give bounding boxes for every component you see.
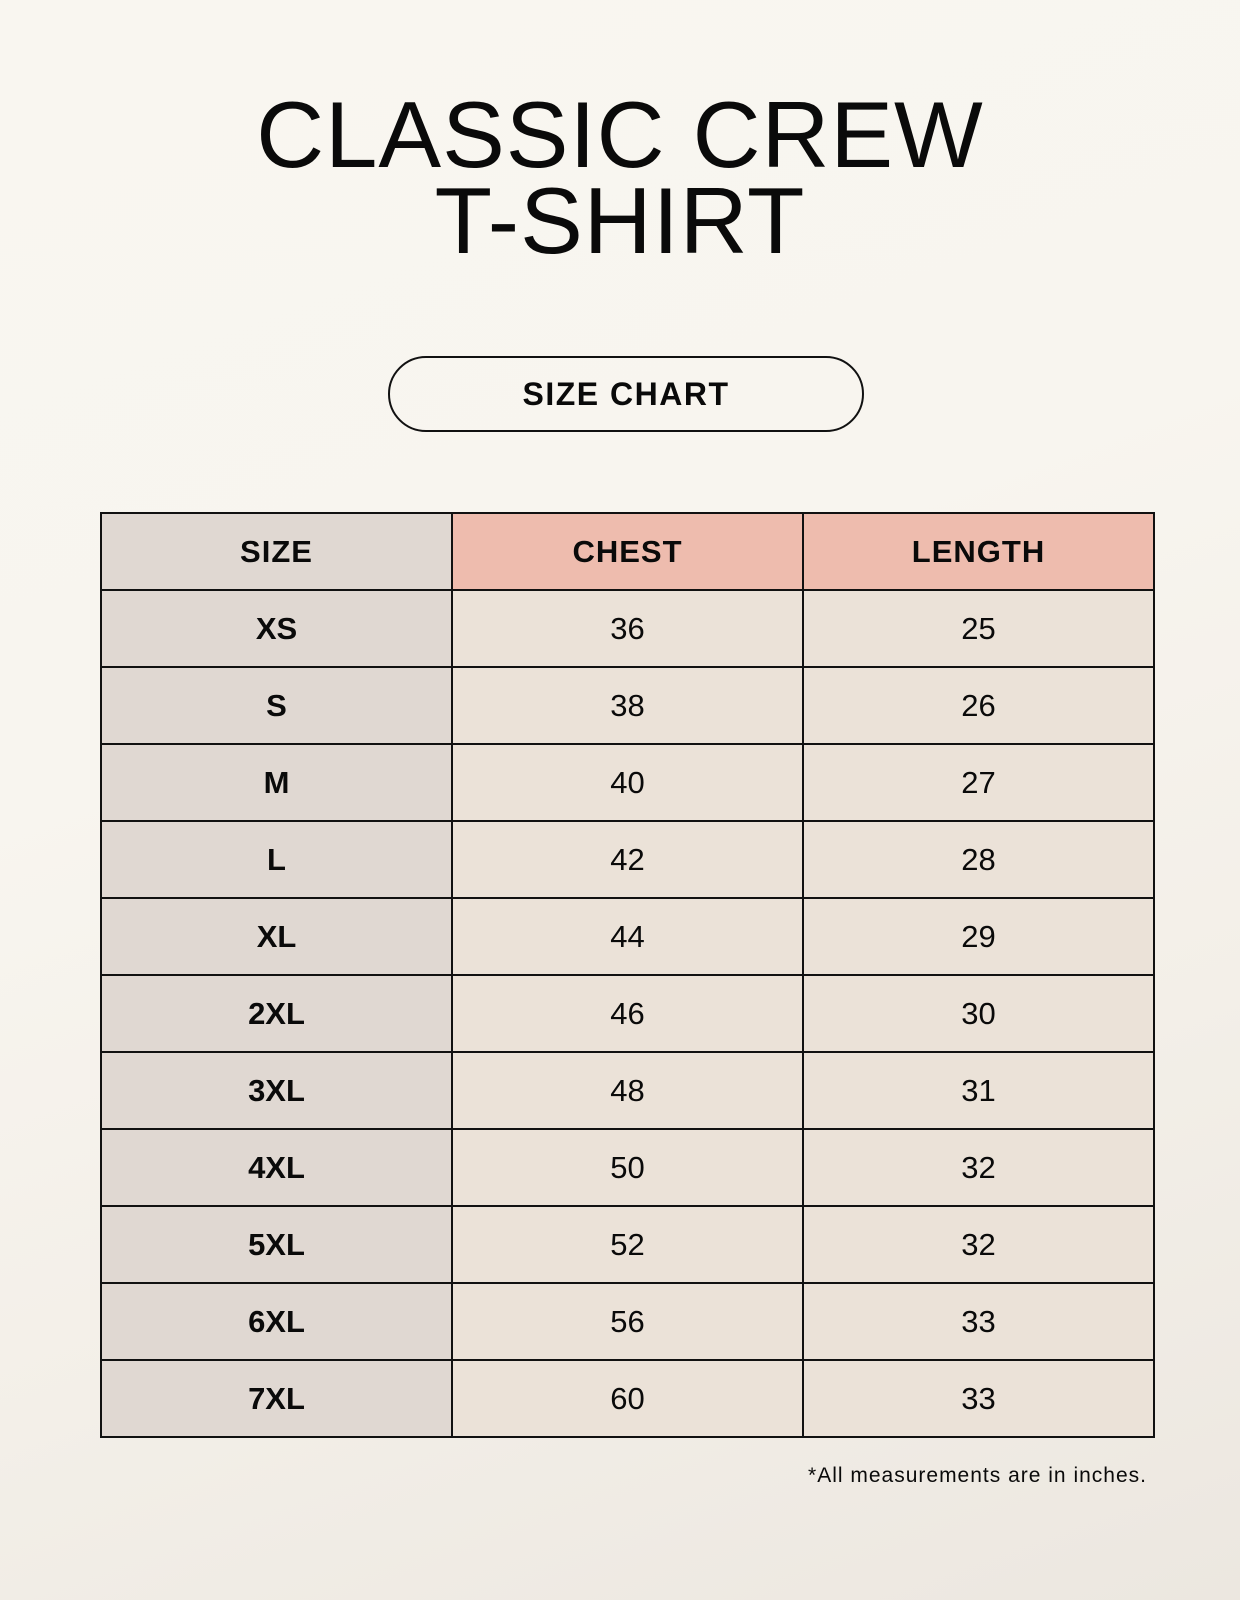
header-chest: CHEST xyxy=(451,512,804,591)
table-row: L 42 28 xyxy=(100,820,1155,899)
cell-length: 32 xyxy=(802,1205,1155,1284)
cell-length: 31 xyxy=(802,1051,1155,1130)
cell-chest: 48 xyxy=(451,1051,804,1130)
cell-chest: 44 xyxy=(451,897,804,976)
table-row: 6XL 56 33 xyxy=(100,1282,1155,1361)
cell-length: 27 xyxy=(802,743,1155,822)
cell-size: XL xyxy=(100,897,453,976)
cell-length: 32 xyxy=(802,1128,1155,1207)
cell-chest: 60 xyxy=(451,1359,804,1438)
cell-size: 7XL xyxy=(100,1359,453,1438)
cell-length: 28 xyxy=(802,820,1155,899)
table-row: S 38 26 xyxy=(100,666,1155,745)
cell-size: 2XL xyxy=(100,974,453,1053)
page-title: CLASSIC CREW T-SHIRT xyxy=(0,82,1240,273)
cell-chest: 46 xyxy=(451,974,804,1053)
cell-length: 26 xyxy=(802,666,1155,745)
cell-chest: 36 xyxy=(451,589,804,668)
cell-size: 5XL xyxy=(100,1205,453,1284)
header-length: LENGTH xyxy=(802,512,1155,591)
cell-chest: 50 xyxy=(451,1128,804,1207)
table-row: XS 36 25 xyxy=(100,589,1155,668)
cell-chest: 52 xyxy=(451,1205,804,1284)
cell-length: 29 xyxy=(802,897,1155,976)
table-row: 2XL 46 30 xyxy=(100,974,1155,1053)
cell-length: 33 xyxy=(802,1282,1155,1361)
header-size: SIZE xyxy=(100,512,453,591)
size-table: SIZE CHEST LENGTH XS 36 25 S 38 26 M 40 27 L 42 28 X… xyxy=(100,512,1155,1438)
table-row: XL 44 29 xyxy=(100,897,1155,976)
table-row: 4XL 50 32 xyxy=(100,1128,1155,1207)
title-line-1: CLASSIC CREW xyxy=(256,82,984,187)
cell-length: 30 xyxy=(802,974,1155,1053)
cell-chest: 40 xyxy=(451,743,804,822)
cell-size: 4XL xyxy=(100,1128,453,1207)
cell-chest: 56 xyxy=(451,1282,804,1361)
footnote: *All measurements are in inches. xyxy=(808,1464,1147,1487)
cell-size: L xyxy=(100,820,453,899)
table-header-row: SIZE CHEST LENGTH xyxy=(100,512,1155,591)
cell-length: 33 xyxy=(802,1359,1155,1438)
title-line-2: T-SHIRT xyxy=(434,168,806,273)
cell-chest: 42 xyxy=(451,820,804,899)
cell-size: 6XL xyxy=(100,1282,453,1361)
cell-size: S xyxy=(100,666,453,745)
size-chart-badge: SIZE CHART xyxy=(388,356,864,432)
cell-size: 3XL xyxy=(100,1051,453,1130)
table-row: 5XL 52 32 xyxy=(100,1205,1155,1284)
cell-size: M xyxy=(100,743,453,822)
table-row: 7XL 60 33 xyxy=(100,1359,1155,1438)
cell-length: 25 xyxy=(802,589,1155,668)
cell-size: XS xyxy=(100,589,453,668)
table-row: M 40 27 xyxy=(100,743,1155,822)
table-row: 3XL 48 31 xyxy=(100,1051,1155,1130)
cell-chest: 38 xyxy=(451,666,804,745)
